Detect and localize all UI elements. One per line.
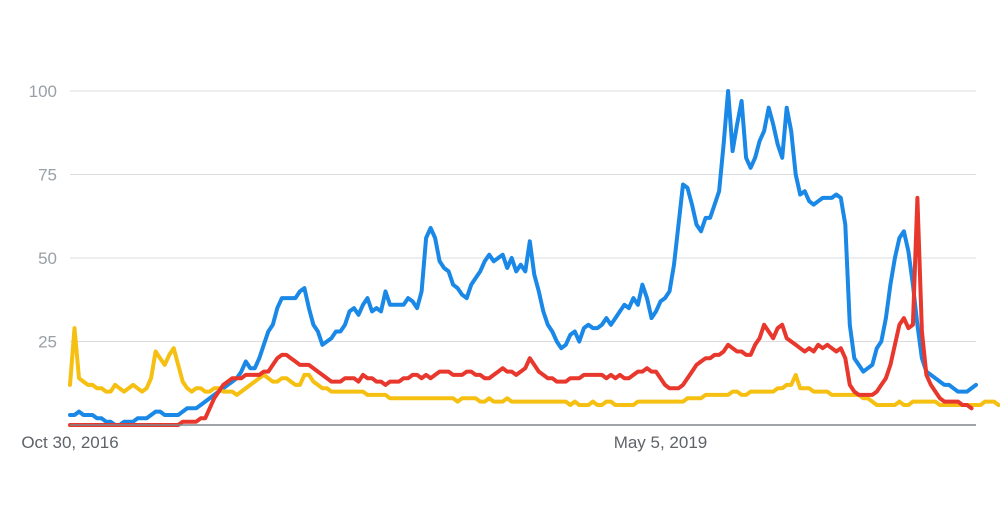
series-line-2 xyxy=(68,326,1000,407)
y-tick-label-75: 75 xyxy=(38,166,57,185)
x-axis-ticks: Oct 30, 2016 May 5, 2019 xyxy=(21,433,707,452)
series-lines xyxy=(68,89,1000,427)
y-axis-ticks: 25 50 75 100 xyxy=(29,82,57,352)
y-tick-label-100: 100 xyxy=(29,82,57,101)
y-tick-label-50: 50 xyxy=(38,249,57,268)
series-line-1 xyxy=(68,195,974,427)
gridlines xyxy=(70,90,976,342)
x-tick-label-0: Oct 30, 2016 xyxy=(21,433,118,452)
y-tick-label-25: 25 xyxy=(38,333,57,352)
x-tick-label-1: May 5, 2019 xyxy=(614,433,708,452)
